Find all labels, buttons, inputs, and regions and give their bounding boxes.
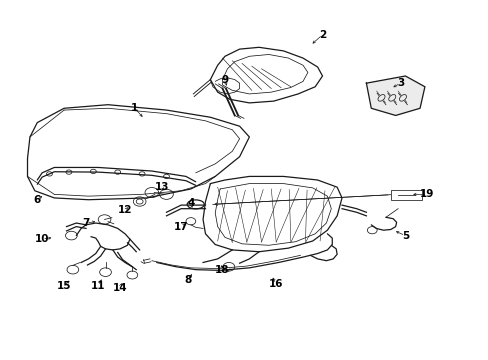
Text: 11: 11	[91, 281, 105, 291]
Ellipse shape	[399, 95, 406, 101]
Text: 9: 9	[221, 75, 228, 85]
Text: 16: 16	[268, 279, 283, 289]
Text: 15: 15	[57, 281, 71, 291]
Text: 19: 19	[419, 189, 434, 199]
Ellipse shape	[377, 95, 384, 101]
Text: 10: 10	[35, 234, 49, 244]
Text: 4: 4	[187, 198, 194, 208]
Text: 1: 1	[131, 103, 138, 113]
Text: 3: 3	[396, 78, 404, 88]
Polygon shape	[366, 76, 424, 116]
Text: 13: 13	[154, 182, 168, 192]
Text: 18: 18	[215, 265, 229, 275]
Text: 2: 2	[318, 30, 325, 40]
Text: 12: 12	[118, 206, 132, 216]
Text: 6: 6	[34, 195, 41, 205]
Text: 7: 7	[82, 218, 89, 228]
Text: 17: 17	[173, 222, 188, 231]
Text: 8: 8	[184, 275, 192, 285]
Text: 5: 5	[401, 231, 408, 240]
FancyBboxPatch shape	[390, 190, 422, 200]
Text: 14: 14	[113, 283, 127, 293]
Ellipse shape	[388, 95, 395, 101]
